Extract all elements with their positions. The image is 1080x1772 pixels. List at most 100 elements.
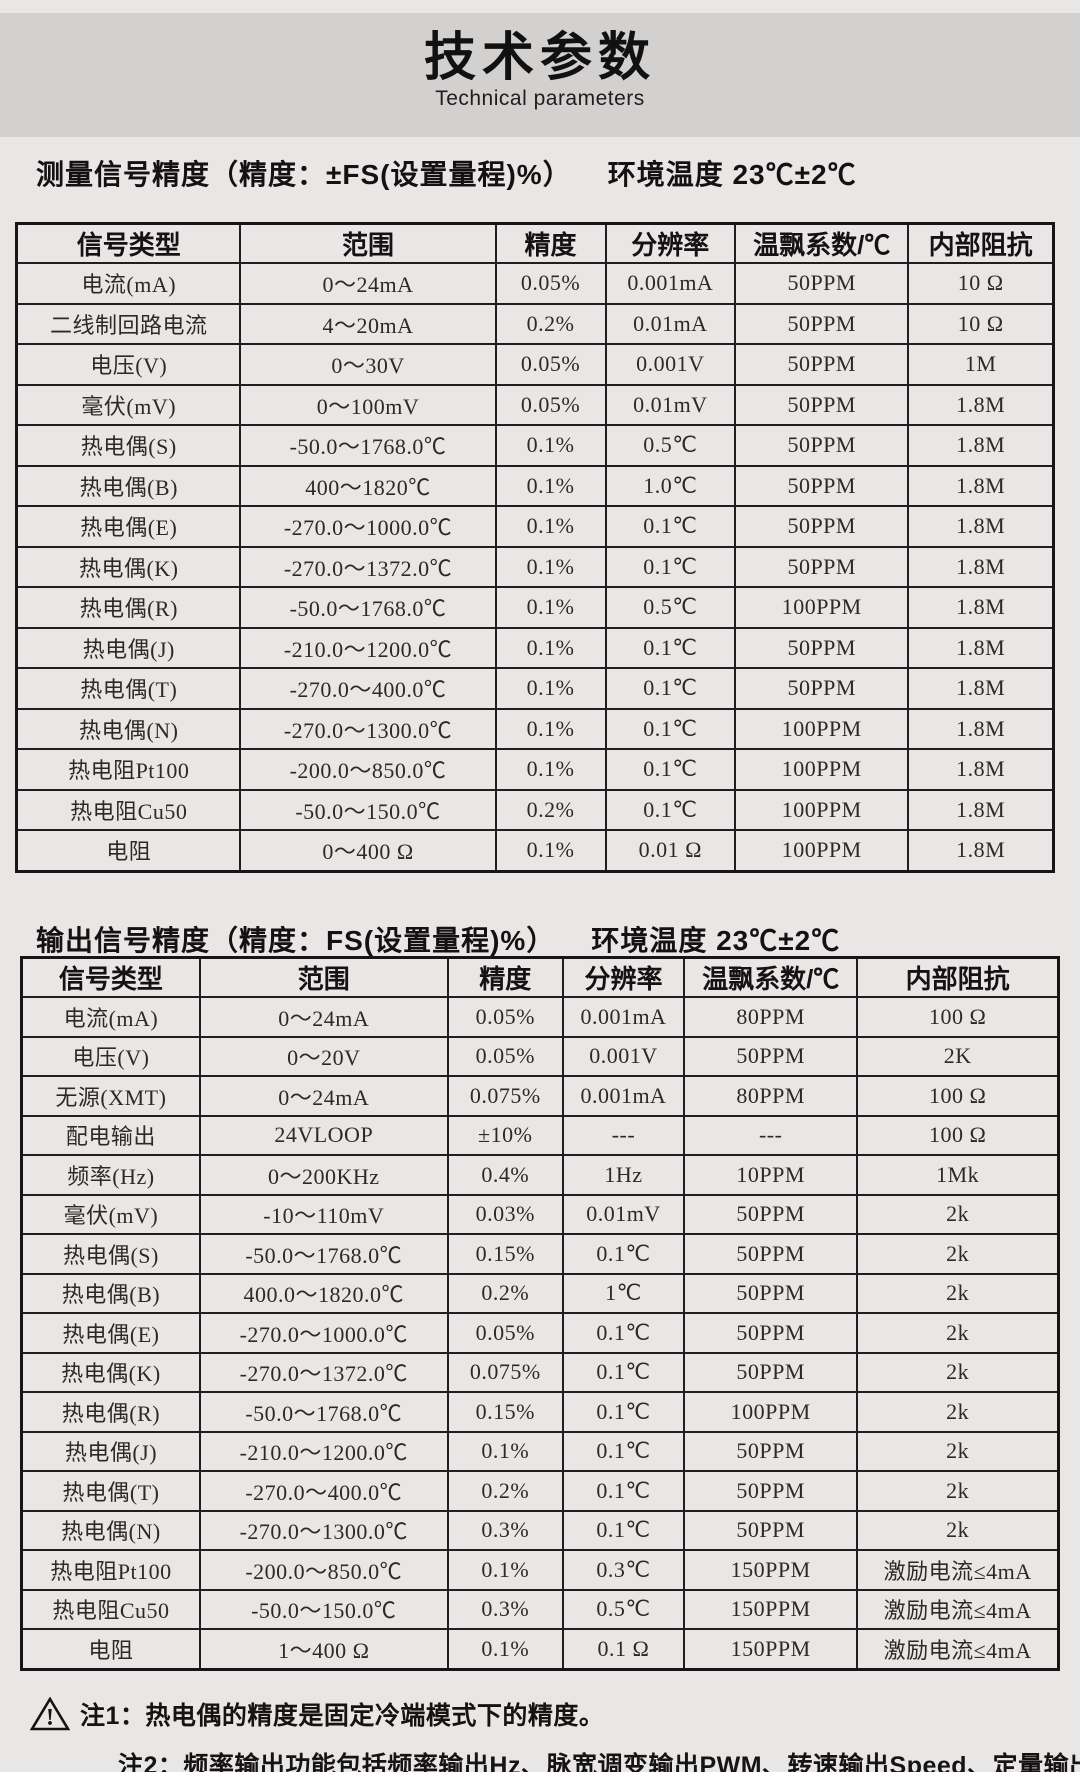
table-cell: 毫伏(mV) xyxy=(20,1193,201,1235)
table-cell: 100PPM xyxy=(734,586,910,629)
table-cell: 0.05% xyxy=(494,343,607,386)
table-cell: 0～200KHz xyxy=(198,1154,449,1196)
table-cell: 0.05% xyxy=(446,1312,564,1354)
note-1: 注1：热电偶的精度是固定冷端模式下的精度。 xyxy=(80,1702,605,1730)
table-cell: 0.1℃ xyxy=(561,1391,686,1433)
table-row: 毫伏(mV) 0～100mV 0.05% 0.01mV 50PPM 1.8M xyxy=(15,383,1055,426)
table-cell: 0.15% xyxy=(446,1233,564,1275)
table-cell: 热电偶(B) xyxy=(15,464,242,507)
table-row: 无源(XMT) 0～24mA 0.075% 0.001mA 80PPM 100 Ω xyxy=(20,1075,1060,1117)
table-cell: 0.1% xyxy=(446,1628,564,1670)
table-cell: 0.01mV xyxy=(604,383,737,426)
column-header: 信号类型 xyxy=(20,956,201,998)
table-cell: 50PPM xyxy=(734,262,910,305)
table-cell: 2k xyxy=(856,1509,1060,1551)
table-cell: -270.0～400.0℃ xyxy=(239,667,497,710)
table-cell: 0.5℃ xyxy=(561,1588,686,1630)
table-cell: 100PPM xyxy=(683,1391,859,1433)
table-cell: 0.001V xyxy=(561,1035,686,1077)
table-cell: 频率(Hz) xyxy=(20,1154,201,1196)
page-title: 技术参数 xyxy=(423,29,656,87)
table-cell: 电压(V) xyxy=(20,1035,201,1077)
table-cell: 0.1℃ xyxy=(561,1312,686,1354)
table-row: 频率(Hz) 0～200KHz 0.4% 1Hz 10PPM 1Mk xyxy=(20,1154,1060,1196)
table-cell: 0.5℃ xyxy=(604,424,737,467)
table-cell: 0.1% xyxy=(494,626,607,669)
note-2-row: 注2：频率输出功能包括频率输出Hz、脉宽调变输出PWM、转速输出Speed、定量… xyxy=(30,1746,1080,1772)
table-cell: 50PPM xyxy=(734,302,910,345)
table-cell: -50.0～150.0℃ xyxy=(239,788,497,831)
table-row: 热电偶(N) -270.0～1300.0℃ 0.3% 0.1℃ 50PPM 2k xyxy=(20,1509,1060,1551)
table-cell: 1.8M xyxy=(907,788,1055,831)
table-cell: -50.0～1768.0℃ xyxy=(239,424,497,467)
table-row: 热电偶(R) -50.0～1768.0℃ 0.15% 0.1℃ 100PPM 2k xyxy=(20,1391,1060,1433)
table-cell: 4～20mA xyxy=(239,302,497,345)
table-cell: 0.3% xyxy=(446,1588,564,1630)
table-cell: 0.1℃ xyxy=(604,788,737,831)
warning-triangle-icon: ! xyxy=(30,1697,70,1731)
table-row: 热电阻Cu50 -50.0～150.0℃ 0.2% 0.1℃ 100PPM 1.8M xyxy=(15,788,1055,831)
note-2: 注2：频率输出功能包括频率输出Hz、脉宽调变输出PWM、转速输出Speed、定量… xyxy=(118,1752,1080,1772)
table-cell: 1～400 Ω xyxy=(198,1628,449,1670)
table-cell: 0.15% xyxy=(446,1391,564,1433)
table-cell: 1.8M xyxy=(907,505,1055,548)
table-cell: 50PPM xyxy=(734,545,910,588)
column-header: 范围 xyxy=(239,222,497,264)
table-cell: 热电偶(E) xyxy=(15,505,242,548)
table-cell: 0.001mA xyxy=(561,1075,686,1117)
table-row: 热电阻Pt100 -200.0～850.0℃ 0.1% 0.3℃ 150PPM 激励电流≤… xyxy=(20,1549,1060,1591)
table-cell: 热电偶(J) xyxy=(20,1430,201,1472)
table-cell: 1.8M xyxy=(907,626,1055,669)
table-cell: 热电偶(N) xyxy=(20,1509,201,1551)
table-cell: 0.4% xyxy=(446,1154,564,1196)
table-cell: 0～30V xyxy=(239,343,497,386)
table-cell: 1.8M xyxy=(907,667,1055,710)
table-cell: 1.8M xyxy=(907,383,1055,426)
table-cell: 热电阻Cu50 xyxy=(20,1588,201,1630)
table-cell: 0.1℃ xyxy=(604,505,737,548)
table-row: 热电偶(T) -270.0～400.0℃ 0.1% 0.1℃ 50PPM 1.8M xyxy=(15,667,1055,710)
table-cell: 80PPM xyxy=(683,1075,859,1117)
table-cell: 50PPM xyxy=(683,1312,859,1354)
table-cell: 50PPM xyxy=(683,1470,859,1512)
table-cell: 0.2% xyxy=(446,1272,564,1314)
table-cell: 50PPM xyxy=(683,1272,859,1314)
table-cell: 10 Ω xyxy=(907,302,1055,345)
table-cell: -270.0～1300.0℃ xyxy=(239,707,497,750)
table-cell: 0.1℃ xyxy=(604,667,737,710)
table-cell: -200.0～850.0℃ xyxy=(239,748,497,791)
table-cell: ±10% xyxy=(446,1114,564,1156)
table-cell: 1Mk xyxy=(856,1154,1060,1196)
table-cell: 激励电流≤4mA xyxy=(856,1549,1060,1591)
table-cell: 1.8M xyxy=(907,707,1055,750)
table-row: 热电偶(E) -270.0～1000.0℃ 0.1% 0.1℃ 50PPM 1.8M xyxy=(15,505,1055,548)
measurement-accuracy-table: 信号类型 范围 精度 分辨率 温飘系数/℃ 内部阻抗 电流(mA) 0～24mA 0.05% 0.… xyxy=(15,222,1055,873)
table-cell: 50PPM xyxy=(734,505,910,548)
table-cell: 0～24mA xyxy=(239,262,497,305)
table-cell: 二线制回路电流 xyxy=(15,302,242,345)
table-cell: 50PPM xyxy=(683,1509,859,1551)
column-header: 温飘系数/℃ xyxy=(683,956,859,998)
table-cell: 100 Ω xyxy=(856,996,1060,1038)
table-cell: 50PPM xyxy=(734,667,910,710)
table-cell: 1.8M xyxy=(907,748,1055,791)
table-cell: 0.1% xyxy=(494,667,607,710)
table-cell: 无源(XMT) xyxy=(20,1075,201,1117)
table-row: 电阻 0～400 Ω 0.1% 0.01 Ω 100PPM 1.8M xyxy=(15,829,1055,872)
column-header: 分辨率 xyxy=(604,222,737,264)
table-cell: 热电阻Pt100 xyxy=(20,1549,201,1591)
table-cell: 1.8M xyxy=(907,829,1055,872)
table-cell: -10～110mV xyxy=(198,1193,449,1235)
table-cell: 0.05% xyxy=(446,996,564,1038)
table-cell: 热电偶(J) xyxy=(15,626,242,669)
table-cell: 配电输出 xyxy=(20,1114,201,1156)
table-cell: 1℃ xyxy=(561,1272,686,1314)
table-row: 配电输出 24VLOOP ±10% --- --- 100 Ω xyxy=(20,1114,1060,1156)
table-cell: 0～24mA xyxy=(198,996,449,1038)
table-cell: 热电偶(R) xyxy=(15,586,242,629)
note-1-row: ! 注1：热电偶的精度是固定冷端模式下的精度。 xyxy=(30,1696,1060,1732)
table-cell: 0.1℃ xyxy=(561,1351,686,1393)
table-cell: 0.01mA xyxy=(604,302,737,345)
table-cell: 400.0～1820.0℃ xyxy=(198,1272,449,1314)
